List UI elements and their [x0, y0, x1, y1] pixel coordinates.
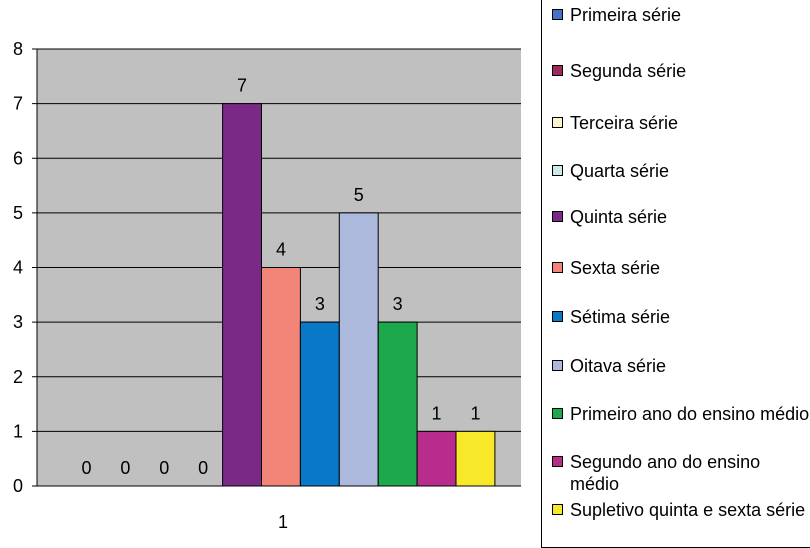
legend-label: Primeiro ano do ensino médio — [570, 404, 810, 424]
data-label: 0 — [120, 458, 130, 478]
legend-swatch — [552, 165, 563, 176]
legend-swatch — [552, 211, 563, 222]
bar — [261, 267, 301, 487]
legend-swatch — [552, 408, 563, 419]
legend-label: Segunda série — [570, 61, 687, 81]
y-tick-label: 5 — [13, 203, 23, 223]
bar-chart: 0 1 2 3 4 5 6 7 8 0 0 0 0 7 4 3 5 3 1 1 1 — [13, 39, 521, 532]
legend-item: Supletivo quinta e sexta série — [552, 499, 810, 521]
legend-label: Sétima série — [570, 307, 671, 327]
bar — [299, 321, 340, 487]
legend-swatch — [552, 262, 563, 273]
data-label: 0 — [198, 458, 208, 478]
legend-label: Segundo ano do ensino médio — [570, 452, 761, 494]
bar — [377, 321, 418, 487]
legend-label: Quinta série — [570, 207, 668, 227]
bars — [222, 103, 496, 487]
y-tick-label: 4 — [13, 258, 23, 278]
legend-swatch — [552, 360, 563, 371]
legend-label: Supletivo quinta e sexta série — [570, 500, 806, 520]
legend-item: Quarta série — [552, 160, 810, 182]
data-label: 4 — [276, 240, 286, 260]
y-tick-label: 8 — [13, 39, 23, 59]
y-tick-label: 2 — [13, 367, 23, 387]
bar — [222, 103, 263, 487]
data-label: 1 — [432, 403, 442, 423]
y-axis-ticks: 0 1 2 3 4 5 6 7 8 — [13, 39, 37, 496]
legend-item: Terceira série — [552, 112, 810, 134]
y-tick-label: 1 — [13, 421, 23, 441]
data-label: 1 — [470, 403, 480, 423]
legend-item: Quinta série — [552, 206, 810, 228]
legend-label: Quarta série — [570, 161, 670, 181]
legend-item: Sexta série — [552, 257, 810, 279]
data-label: 0 — [81, 458, 91, 478]
data-labels: 0 0 0 0 7 4 3 5 3 1 1 — [81, 76, 480, 478]
y-tick-label: 7 — [13, 94, 23, 114]
legend-item: Segunda série — [552, 60, 810, 82]
legend-label: Terceira série — [570, 113, 679, 133]
legend-item: Segundo ano do ensino médio — [552, 451, 810, 495]
data-label: 3 — [315, 294, 325, 314]
bar — [455, 430, 496, 487]
legend-swatch — [552, 9, 563, 20]
bar — [338, 212, 379, 487]
legend-item: Oitava série — [552, 355, 810, 377]
legend-label: Primeira série — [570, 5, 682, 25]
legend: Primeira série Segunda série Terceira séri… — [541, 0, 810, 548]
legend-swatch — [552, 456, 563, 467]
legend-swatch — [552, 504, 563, 515]
data-label: 5 — [354, 185, 364, 205]
legend-swatch — [552, 65, 563, 76]
bar — [416, 430, 457, 487]
legend-item: Primeiro ano do ensino médio — [552, 403, 810, 425]
legend-swatch — [552, 311, 563, 322]
legend-item: Sétima série — [552, 306, 810, 328]
legend-swatch — [552, 117, 563, 128]
legend-label: Sexta série — [570, 258, 661, 278]
data-label: 3 — [393, 294, 403, 314]
legend-item: Primeira série — [552, 4, 810, 26]
legend-label: Oitava série — [570, 356, 667, 376]
data-label: 0 — [159, 458, 169, 478]
y-tick-label: 3 — [13, 312, 23, 332]
y-tick-label: 6 — [13, 148, 23, 168]
data-label: 7 — [237, 76, 247, 96]
y-tick-label: 0 — [13, 476, 23, 496]
x-tick-label: 1 — [278, 512, 288, 532]
